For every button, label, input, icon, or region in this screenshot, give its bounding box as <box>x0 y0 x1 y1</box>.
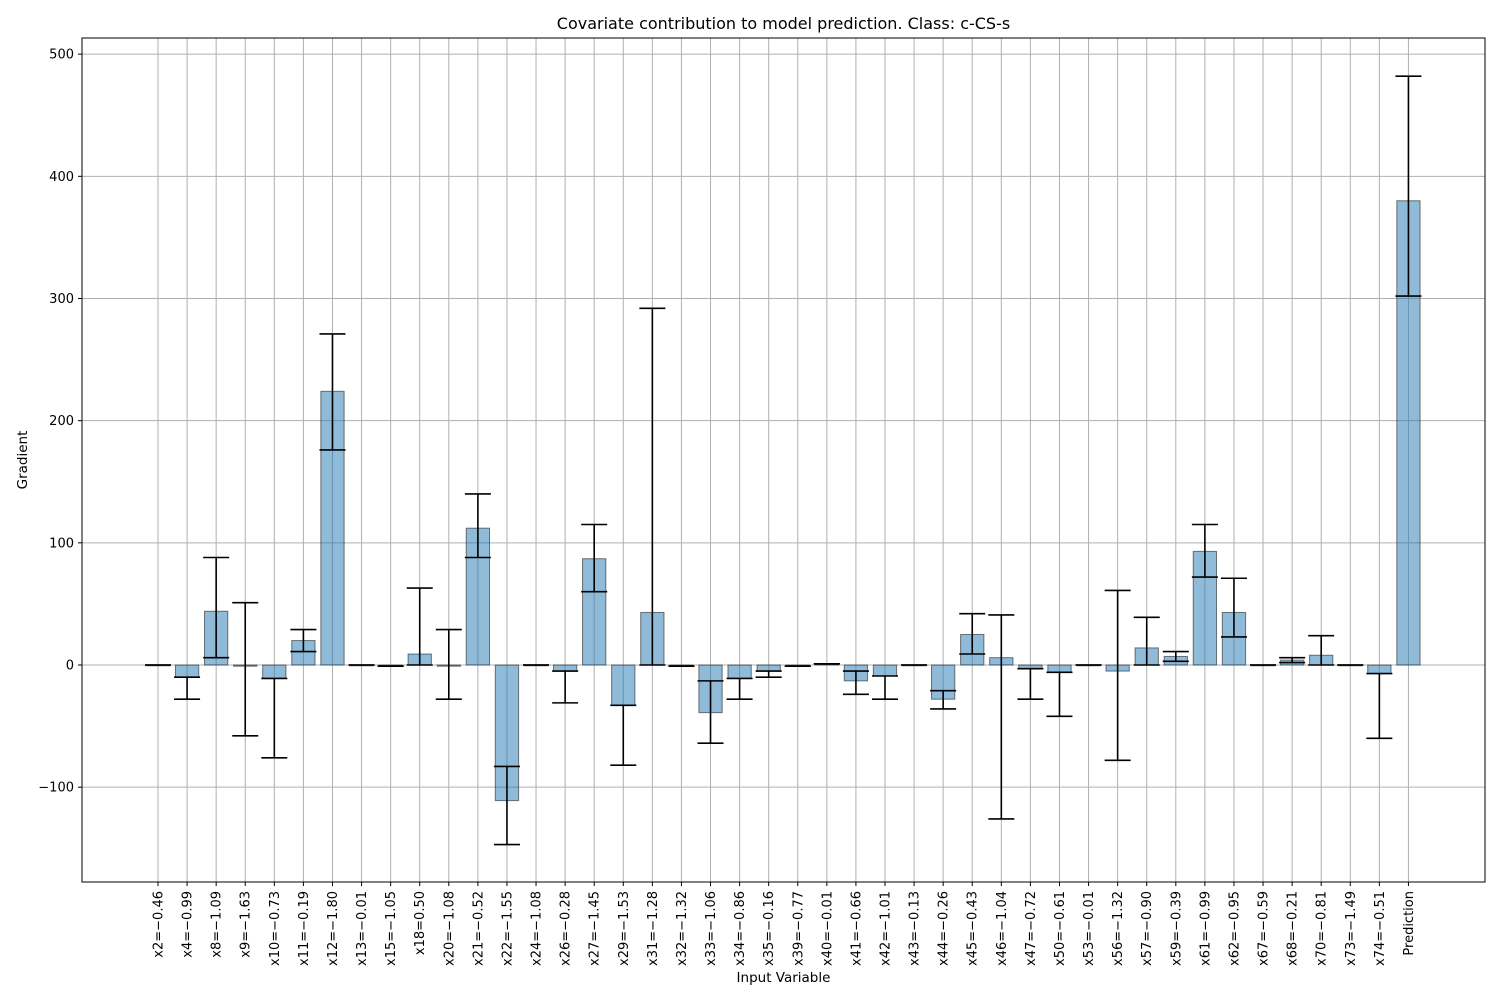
x-tick-label: x56=−1.32 <box>1111 891 1126 966</box>
x-tick-label: x13=−0.01 <box>355 891 370 966</box>
x-tick-label: x68=−0.21 <box>1286 891 1301 966</box>
x-tick-label: x9=−1.63 <box>239 891 254 958</box>
y-tick-label: 100 <box>49 536 74 551</box>
x-tick-label: x43=−0.13 <box>908 891 923 966</box>
x-tick-label: x33=−1.06 <box>704 891 719 966</box>
x-gridlines <box>157 38 1409 882</box>
x-tick-label: x40=−0.01 <box>820 891 835 966</box>
x-tick-label: x15=−1.05 <box>384 891 399 966</box>
x-tick-label: x32=−1.32 <box>675 891 690 966</box>
bar <box>552 664 578 672</box>
bar <box>174 664 200 678</box>
bar <box>727 664 752 679</box>
y-axis-ticks: −100 0 100 200 300 400 500 <box>38 48 82 796</box>
bar <box>872 664 898 677</box>
x-tick-label: x74=−0.51 <box>1373 891 1388 966</box>
x-tick-label: x29=−1.53 <box>617 891 632 966</box>
y-tick-label: 300 <box>49 292 74 307</box>
bar <box>1047 664 1072 673</box>
x-tick-label: x26=−0.28 <box>559 891 574 966</box>
x-tick-label: x34=−0.86 <box>733 891 748 966</box>
x-tick-label: x62=−0.95 <box>1227 891 1242 966</box>
x-tick-label: Prediction <box>1402 891 1417 956</box>
x-tick-label: x20=−1.08 <box>442 891 457 966</box>
x-tick-label: x67=−0.59 <box>1257 891 1272 966</box>
x-tick-label: x70=−0.81 <box>1315 891 1330 966</box>
x-tick-label: x18=0.50 <box>413 891 428 955</box>
x-tick-label: x12=−1.80 <box>326 891 341 966</box>
x-axis-ticks: x2=−0.46 x4=−0.99 x8=−1.09 x9=−1.63 x10=−0.7… <box>152 882 1417 966</box>
y-tick-label: −100 <box>38 781 74 796</box>
x-tick-label: x10=−0.73 <box>268 891 283 966</box>
bar <box>262 664 287 679</box>
x-tick-label: x27=−1.45 <box>588 891 603 966</box>
y-tick-label: 500 <box>49 48 74 63</box>
x-tick-label: x35=−0.16 <box>762 891 777 966</box>
x-tick-label: x2=−0.46 <box>152 891 167 958</box>
y-tick-label: 200 <box>49 414 74 429</box>
x-tick-label: x73=−1.49 <box>1344 891 1359 966</box>
x-tick-label: x21=−0.52 <box>471 891 486 966</box>
y-axis-label: Gradient <box>15 431 31 490</box>
x-tick-label: x44=−0.26 <box>937 891 952 966</box>
bars <box>145 200 1421 802</box>
x-axis-label: Input Variable <box>737 970 831 986</box>
x-tick-label: x50=−0.61 <box>1053 891 1068 966</box>
bar <box>611 664 636 706</box>
x-tick-label: x59=−0.39 <box>1169 891 1184 966</box>
chart-title: Covariate contribution to model predicti… <box>557 14 1010 33</box>
x-tick-label: x45=−0.43 <box>966 891 981 966</box>
x-tick-label: x31=−1.28 <box>646 891 661 966</box>
x-tick-label: x22=−1.55 <box>500 891 515 966</box>
bar <box>756 664 781 672</box>
x-tick-label: x41=−0.66 <box>849 891 864 966</box>
x-tick-label: x61=−0.99 <box>1198 891 1213 966</box>
x-tick-label: x42=−1.01 <box>879 891 894 966</box>
x-tick-label: x11=−0.19 <box>297 891 312 966</box>
y-tick-label: 0 <box>66 659 74 674</box>
x-tick-label: x39=−0.77 <box>791 891 806 966</box>
x-tick-label: x46=−1.04 <box>995 891 1010 966</box>
x-tick-label: x8=−1.09 <box>210 891 225 958</box>
x-tick-label: x57=−0.90 <box>1140 891 1155 966</box>
bar <box>1367 664 1392 675</box>
x-tick-label: x53=−0.01 <box>1082 891 1097 966</box>
error-bars <box>145 75 1422 846</box>
x-tick-label: x24=−1.08 <box>530 891 545 966</box>
y-gridlines <box>82 53 1485 788</box>
plot-frame <box>81 37 1486 883</box>
x-tick-label: x47=−0.72 <box>1024 891 1039 966</box>
x-tick-label: x4=−0.99 <box>181 891 196 958</box>
y-tick-label: 400 <box>49 170 74 185</box>
